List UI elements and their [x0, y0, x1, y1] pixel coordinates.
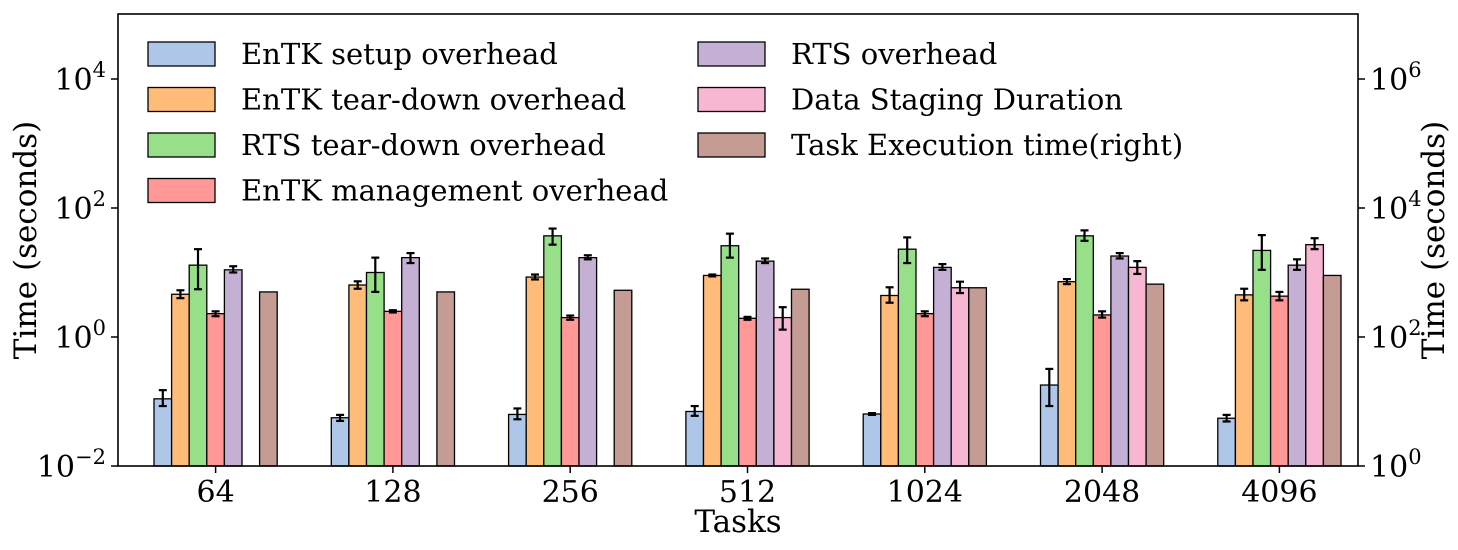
y-tick-label-right: 104: [1370, 187, 1422, 227]
bar: [258, 291, 278, 467]
legend-swatch: [697, 41, 766, 67]
y-axis-title-left: Time (seconds): [8, 121, 44, 359]
y-tick-label-right: 106: [1370, 58, 1422, 98]
legend-swatch: [147, 86, 216, 113]
bar: [755, 260, 775, 467]
bar: [560, 316, 580, 467]
plot-frame: [117, 13, 1359, 467]
bar: [897, 248, 917, 467]
bar: [348, 284, 368, 467]
bar: [436, 291, 456, 467]
bar: [1057, 281, 1077, 467]
bar: [932, 266, 952, 467]
bar: [365, 271, 385, 467]
bar: [613, 289, 633, 467]
bar: [1075, 235, 1094, 467]
bar: [1252, 249, 1272, 467]
bar: [1092, 314, 1112, 467]
x-tick-label: 128: [364, 475, 421, 510]
bar: [223, 269, 243, 467]
y-tick-label-left: 102: [54, 187, 106, 227]
legend-label: EnTK tear-down overhead: [241, 83, 626, 117]
legend: EnTK setup overhead EnTK tear-down overhe…: [147, 37, 1183, 208]
bar: [206, 313, 226, 467]
bar: [950, 287, 970, 467]
bar: [153, 398, 173, 467]
x-tick-label: 512: [719, 475, 776, 510]
bar: [1110, 255, 1130, 467]
bar: [383, 310, 403, 467]
legend-label: RTS tear-down overhead: [241, 128, 606, 162]
legend-swatch: [697, 86, 766, 113]
bar: [720, 245, 740, 467]
x-tick-label: 64: [197, 475, 235, 510]
bar: [543, 235, 563, 467]
x-tick-label: 4096: [1241, 475, 1317, 510]
bar: [1287, 264, 1307, 467]
bar: [1217, 417, 1237, 467]
bar: [1322, 274, 1342, 467]
bar: [1234, 294, 1254, 467]
bar: [1269, 295, 1289, 467]
x-tick-label: 2048: [1064, 475, 1140, 510]
x-tick-label: 1024: [887, 475, 963, 510]
bar: [790, 288, 810, 467]
bar: [188, 264, 208, 467]
bar: [525, 276, 545, 467]
legend-label: EnTK setup overhead: [241, 37, 558, 71]
bar: [880, 294, 900, 467]
bar: [401, 256, 420, 467]
bar: [915, 313, 935, 467]
y-tick-label-left: 100: [54, 316, 106, 356]
bar: [702, 274, 722, 467]
y-tick-label-right: 102: [1370, 316, 1422, 356]
legend-label: RTS overhead: [791, 37, 997, 71]
legend-swatch: [147, 177, 216, 204]
bar: [773, 316, 793, 467]
bar: [170, 293, 190, 467]
x-axis-title: Tasks: [694, 504, 781, 540]
bars-layer: [153, 227, 1342, 467]
bar: [507, 413, 527, 467]
y-tick-label-left: 104: [54, 58, 106, 98]
legend-swatch: [147, 41, 216, 67]
bar: [1145, 283, 1165, 467]
ticks-layer: 64 128 256 512 1024 2048 4096 10−2 100 102 104 100 1…: [37, 58, 1422, 510]
legend-label: Data Staging Duration: [791, 83, 1123, 117]
legend-label: EnTK management overhead: [241, 174, 668, 208]
bar: [738, 317, 757, 467]
bar: [968, 287, 988, 467]
bar: [330, 417, 350, 467]
y-tick-label-right: 100: [1370, 445, 1422, 485]
y-axis-title-right: Time (seconds): [1416, 121, 1452, 359]
bar: [1305, 244, 1325, 467]
bar: [862, 413, 882, 467]
x-tick-label: 256: [542, 475, 599, 510]
legend-swatch: [147, 132, 216, 158]
bar: [685, 410, 705, 467]
y-tick-label-left: 10−2: [37, 445, 106, 485]
bar: [1127, 266, 1147, 467]
bar: [578, 256, 598, 467]
legend-swatch: [697, 132, 766, 158]
legend-label: Task Execution time(right): [791, 128, 1183, 162]
